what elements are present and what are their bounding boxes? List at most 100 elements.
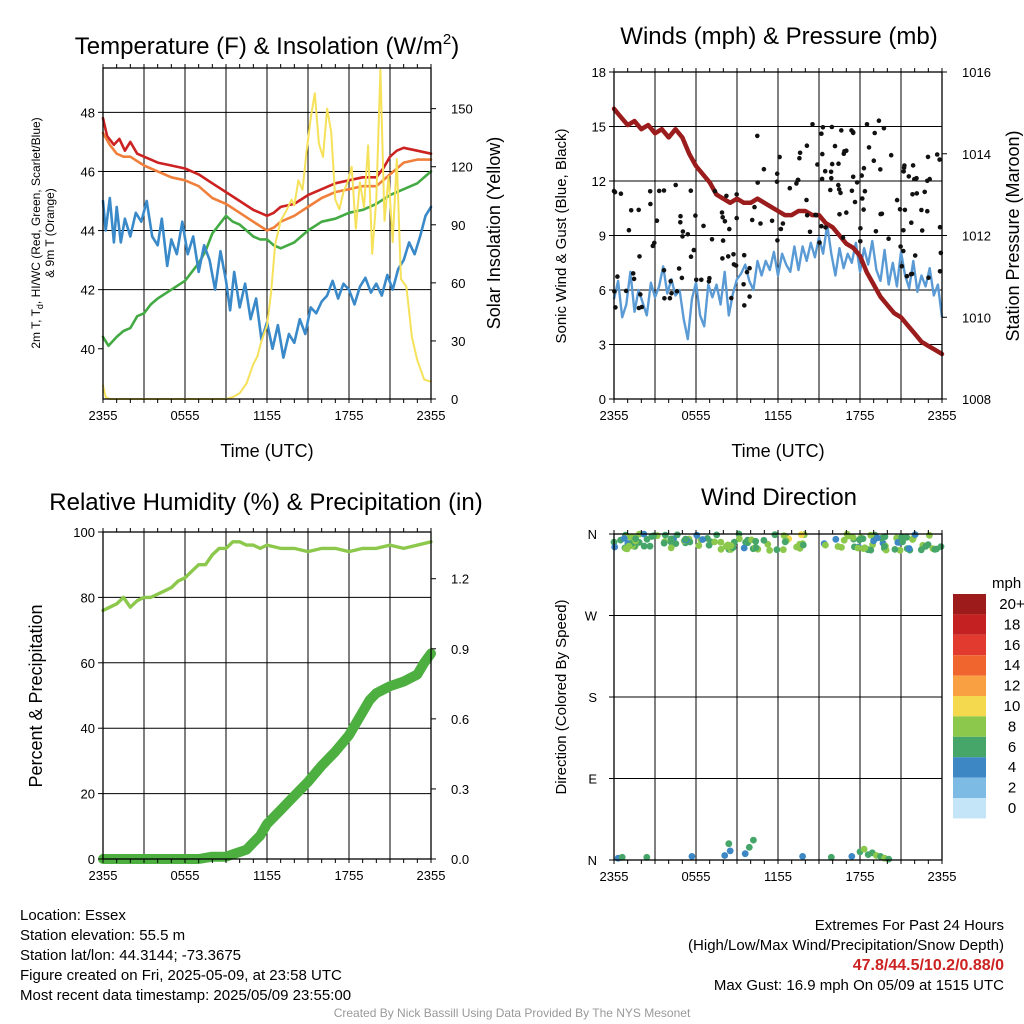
x-tick-label: 0555 [171,868,200,883]
y-tick-label: N [588,527,597,542]
x-tick-label: 2355 [928,869,957,884]
direction-point [781,538,789,546]
gust-point [647,189,653,194]
gust-point [886,236,891,241]
gust-point [804,143,810,148]
gust-point [734,192,739,197]
direction-point [896,546,904,554]
direction-point [611,543,619,551]
legend-label: 14 [1004,657,1021,674]
gust-point [828,169,834,175]
gust-point [639,304,645,310]
winds-series [611,106,945,357]
direction-point [750,836,757,844]
legend-swatch [953,798,986,819]
legend-label: 0 [1008,800,1016,817]
y-tick-label: 80 [81,590,95,605]
y-tick-label: 6 [599,283,606,298]
humidity-gridlines [103,532,431,859]
gust-point [910,192,915,197]
y2-tick-label: 1008 [962,392,991,407]
direction-point [931,546,939,553]
direction-point [643,853,651,861]
y-tick-label: 0 [599,392,606,407]
gust-point [680,234,685,239]
humidity-ylabel: Percent & Precipitation [26,604,46,787]
x-tick-label: 2355 [89,868,118,883]
x-tick-label: 2355 [928,408,957,423]
y2-tick-label: 0.9 [451,642,469,657]
gust-point [727,226,732,232]
gust-point [837,212,842,217]
y-tick-label: 9 [599,229,606,244]
y2-tick-label: 60 [451,276,465,291]
direction-panel: Wind Direction 2355 0555 1155 1755 2355NESWN… [553,484,1024,884]
gust-point [752,204,757,210]
y-tick-label: 15 [592,120,606,135]
y-tick-label: 40 [81,721,95,736]
pressure-line [611,106,945,357]
y2-tick-label: 1016 [962,65,991,80]
winds-panel: Winds (mph) & Pressure (mb) 2355 0555 1155… [553,23,1023,461]
temperature-ticks: 2355 0555 1155 1755 2355 40 42 44 46 48 0 30 60 90 120… [81,64,473,423]
y-tick-label: 3 [599,338,606,353]
gust-point [925,178,930,184]
direction-point [881,543,888,550]
gust-point [804,197,809,203]
y-tick-label: 0 [88,852,95,867]
gust-point [673,182,678,188]
gust-point [908,271,914,277]
y-tick-label: 18 [592,65,606,80]
direction-point [779,546,787,554]
gust-point [854,180,860,185]
legend-label: 2 [1008,780,1016,797]
winds-title: Winds (mph) & Pressure (mb) [620,23,937,50]
gust-point [712,188,718,194]
gust-point [769,218,775,224]
legend-swatch [953,614,986,635]
gust-point [814,212,819,218]
gust-point [661,268,667,273]
direction-point [725,840,733,848]
gust-point [656,188,662,194]
y2-tick-label: 90 [451,218,465,233]
y-tick-label: W [585,609,598,624]
gust-point [901,228,906,233]
y-tick-label: 20 [81,787,95,802]
direction-point [798,531,805,539]
gust-point [925,208,930,214]
legend-swatch [953,716,986,737]
x-tick-label: 1155 [764,408,792,423]
y-tick-label: N [588,853,597,868]
direction-point [632,535,639,542]
gust-point [897,207,903,212]
y2-tick-label: 0.6 [451,712,469,727]
y-tick-label: E [588,772,597,787]
gust-point [755,180,760,185]
humidity-series [98,540,436,864]
direction-point [643,536,651,543]
gust-point [862,188,868,194]
legend-swatch [953,655,986,676]
gust-point [871,158,877,163]
x-tick-label: 1755 [335,408,364,423]
direction-point [699,536,706,543]
gust-point [844,210,849,215]
gust-point [797,150,803,156]
station-latlon: Station lat/lon: 44.3144; -73.3675 [20,947,242,964]
gust-point [901,248,906,254]
gust-point [881,125,887,131]
temperature-xlabel: Time (UTC) [220,441,313,461]
temperature-title: Temperature (F) & Insolation (W/m2) [75,31,459,60]
direction-point [780,532,788,539]
gust-point [731,262,737,267]
gust-point [836,187,842,192]
gust-point [719,210,725,215]
direction-point [745,843,753,851]
winds-ticks: 2355 0555 1155 1755 235503691215181008101010… [592,65,991,423]
gust-point [912,253,918,258]
x-tick-label: 2355 [417,408,446,423]
gust-point [849,188,855,194]
direction-point [640,542,648,550]
direction-point [861,544,869,552]
